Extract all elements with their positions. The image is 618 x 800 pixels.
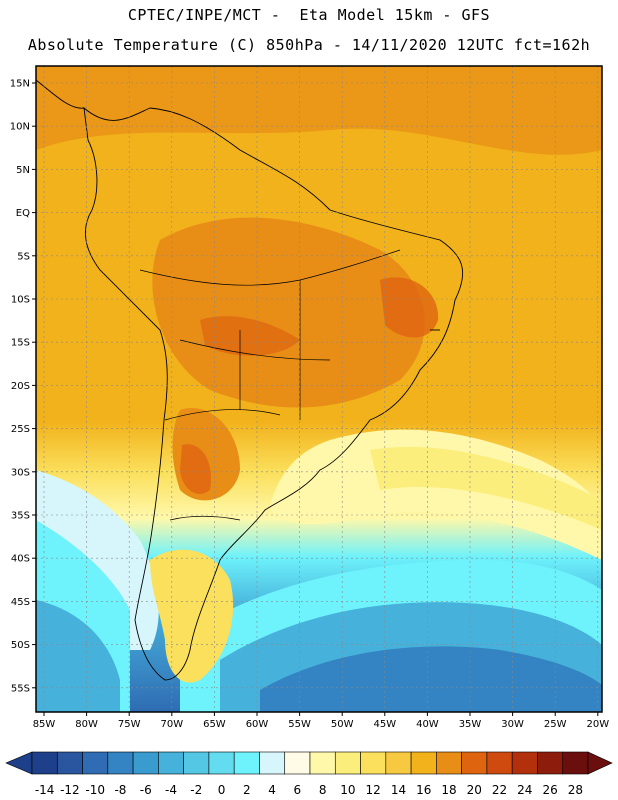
legend-swatch [82,751,109,775]
legend-label: 6 [294,783,302,797]
legend-label: -14 [35,783,55,797]
color-legend: -14 -12 -10 -8 -6 -4 -2 0 2 4 6 8 10 12 14 16 18 20 22 24 26… [5,751,613,797]
legend-swatch [233,751,260,775]
legend-swatch [107,751,134,775]
legend-label: 22 [492,783,507,797]
legend-swatch [385,751,412,775]
legend-arrow-high [587,751,613,775]
lat-label: 50S [11,640,30,651]
legend-label: 0 [218,783,226,797]
legend-swatch [284,751,311,775]
legend-swatch [31,751,58,775]
legend-swatch [410,751,437,775]
lon-label: 30W [501,719,524,730]
latitude-labels: 15N 10N 5N EQ 5S 10S 15S 20S 25S 30S 35S 40S 45S 50S 5… [10,79,36,694]
legend-label: -4 [165,783,177,797]
lon-label: 60W [246,719,269,730]
lon-label: 55W [288,719,311,730]
lat-label: 10S [11,295,30,306]
legend-swatch [486,751,513,775]
lon-label: 40W [416,719,439,730]
lat-label: 15N [10,79,30,90]
lon-label: 35W [459,719,482,730]
legend-swatch [436,751,462,775]
legend-swatch [511,751,538,775]
lon-label: 75W [118,719,141,730]
lat-label: 10N [10,122,30,133]
legend-label: 20 [467,783,482,797]
legend-label: 26 [542,783,557,797]
lon-label: 25W [544,719,567,730]
lon-label: 85W [33,719,56,730]
legend-swatch [562,751,589,775]
temperature-field [36,66,602,712]
lon-label: 50W [331,719,354,730]
legend-label: -12 [60,783,80,797]
legend-swatch [56,751,83,775]
lon-label: 65W [203,719,226,730]
lat-label: 45S [11,597,30,608]
map-border [35,65,603,713]
lat-label: 25S [11,424,30,435]
lat-label: 20S [11,381,30,392]
legend-label: 16 [416,783,431,797]
chart-title: CPTEC/INPE/MCT - Eta Model 15km - GFS [127,6,491,24]
lon-label: 80W [75,719,98,730]
legend-label: -6 [140,783,152,797]
legend-swatch [461,751,488,775]
legend-label: 24 [517,783,532,797]
legend-label: -2 [190,783,202,797]
legend-label: 28 [568,783,583,797]
lat-label: 55S [11,683,30,694]
graticule [36,66,602,712]
lon-label: 70W [160,719,183,730]
lat-label: 40S [11,554,30,565]
legend-swatch [360,751,387,775]
lat-label: 5N [16,165,30,176]
lat-label: 5S [17,251,30,262]
legend-swatch [208,751,235,775]
lat-label: EQ [16,208,30,219]
lat-label: 30S [11,467,30,478]
legend-label: 8 [319,783,327,797]
legend-label: -8 [114,783,126,797]
legend-arrow-low [5,751,33,775]
lon-label: 45W [373,719,396,730]
legend-swatch [158,751,184,775]
legend-label: -10 [85,783,105,797]
legend-swatch [537,751,564,775]
legend-swatch [132,751,159,775]
longitude-labels: 85W 80W 75W 70W 65W 60W 55W 50W 45W 40W 35W 30W 25W 2… [33,712,609,730]
legend-label: 14 [391,783,406,797]
chart-subtitle: Absolute Temperature (C) 850hPa - 14/11/… [27,36,591,54]
legend-swatch [259,751,286,775]
legend-label: 4 [268,783,276,797]
legend-label: 18 [441,783,456,797]
legend-swatch [309,751,336,775]
legend-swatch [334,751,361,775]
legend-label: 10 [340,783,355,797]
lat-label: 35S [11,511,30,522]
lat-label: 15S [11,338,30,349]
legend-swatch [183,751,210,775]
lon-label: 20W [586,719,609,730]
legend-label: 2 [243,783,251,797]
legend-label: 12 [366,783,381,797]
